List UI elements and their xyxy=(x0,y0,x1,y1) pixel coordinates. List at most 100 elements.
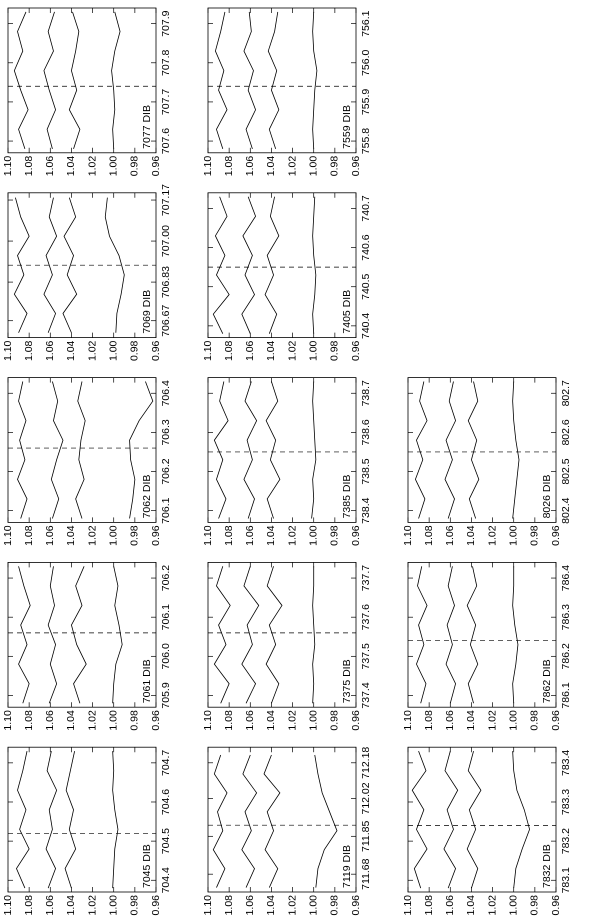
spectrum-trace xyxy=(311,381,317,519)
spectrum-trace xyxy=(411,750,428,889)
x-tick-label: 707.00 xyxy=(160,225,172,257)
y-tick-label: 0.98 xyxy=(329,895,341,916)
x-tick-label: 740.7 xyxy=(360,195,372,221)
panel-frame xyxy=(207,561,357,708)
y-tick-label: 1.04 xyxy=(65,156,77,177)
y-tick-label: 1.02 xyxy=(286,525,298,546)
spectrum-trace xyxy=(112,751,119,889)
y-tick-label: 1.02 xyxy=(486,710,498,731)
y-tick-label: 0.98 xyxy=(129,895,141,916)
x-tick-label: 738.7 xyxy=(360,380,372,406)
panel-frame xyxy=(207,7,357,154)
x-tick-label: 786.2 xyxy=(560,643,572,669)
y-tick-label: 1.10 xyxy=(202,340,214,361)
y-tick-label: 1.10 xyxy=(202,895,214,916)
panel-title: 7375 DIB xyxy=(341,659,353,703)
y-tick-label: 0.98 xyxy=(329,340,341,361)
x-tick-label: 783.1 xyxy=(560,867,572,893)
y-tick-label: 1.06 xyxy=(444,710,456,731)
spectrum-trace xyxy=(263,754,281,888)
panel-title: 7119 DIB xyxy=(341,845,353,888)
panel-title: 7862 DIB xyxy=(541,659,553,703)
y-tick-label: 1.04 xyxy=(65,710,77,731)
spectrum-trace xyxy=(71,566,87,704)
spectrum-trace xyxy=(43,197,58,333)
spectrum-trace xyxy=(243,381,258,519)
spectrum-trace xyxy=(129,381,154,519)
x-tick-label: 705.9 xyxy=(160,682,172,708)
y-tick-label: 1.00 xyxy=(107,156,119,177)
x-tick-label: 707.8 xyxy=(160,49,172,75)
x-tick-label: 706.83 xyxy=(160,266,172,298)
panel-title: 7077 DIB xyxy=(141,105,153,149)
y-tick-label: 1.04 xyxy=(265,525,277,546)
y-tick-label: 0.96 xyxy=(350,710,362,731)
x-tick-label: 706.1 xyxy=(160,604,172,630)
x-tick-label: 706.1 xyxy=(160,497,172,523)
y-tick-label: 1.00 xyxy=(107,895,119,916)
panel-frame xyxy=(407,746,557,893)
x-tick-label: 740.5 xyxy=(360,273,372,299)
panel-frame xyxy=(207,192,357,338)
y-tick-label: 0.96 xyxy=(350,525,362,546)
spectrum-trace xyxy=(18,566,31,704)
y-tick-label: 1.06 xyxy=(44,710,56,731)
y-tick-label: 0.98 xyxy=(529,525,541,546)
y-tick-label: 0.96 xyxy=(150,895,162,916)
y-tick-label: 0.98 xyxy=(129,525,141,546)
y-tick-label: 1.04 xyxy=(265,895,277,916)
x-tick-label: 783.2 xyxy=(560,828,572,854)
spectrum-trace xyxy=(212,754,228,888)
spectrum-trace xyxy=(312,196,317,334)
spectrum-trace xyxy=(241,566,260,704)
x-tick-label: 711.68 xyxy=(360,858,372,889)
spectrum-trace xyxy=(212,196,230,334)
x-tick-label: 707.9 xyxy=(160,10,172,36)
spectrum-trace xyxy=(50,381,64,519)
spectrum-trace xyxy=(512,566,519,704)
y-tick-label: 1.10 xyxy=(2,525,14,546)
y-tick-label: 1.08 xyxy=(423,895,435,916)
spectrum-trace xyxy=(444,381,457,519)
panel-frame xyxy=(407,561,557,708)
x-tick-label: 783.4 xyxy=(560,750,572,776)
x-tick-label: 737.5 xyxy=(360,643,372,669)
x-tick-label: 706.67 xyxy=(160,304,172,336)
y-tick-label: 1.06 xyxy=(244,340,256,361)
y-tick-label: 1.08 xyxy=(223,156,235,177)
y-tick-label: 0.96 xyxy=(150,156,162,177)
y-tick-label: 1.06 xyxy=(244,895,256,916)
y-tick-label: 1.08 xyxy=(223,895,235,916)
y-tick-label: 1.10 xyxy=(402,710,414,731)
y-tick-label: 0.98 xyxy=(129,156,141,177)
y-tick-label: 1.10 xyxy=(202,710,214,731)
y-tick-label: 1.08 xyxy=(23,525,35,546)
spectrum-trace xyxy=(241,754,258,888)
y-tick-label: 1.06 xyxy=(44,525,56,546)
y-tick-label: 1.00 xyxy=(107,710,119,731)
panel-frame xyxy=(7,746,157,893)
y-tick-label: 1.08 xyxy=(23,710,35,731)
y-tick-label: 1.06 xyxy=(44,340,56,361)
y-tick-label: 1.02 xyxy=(86,525,98,546)
panel-frame xyxy=(407,377,557,523)
panel-title: 7559 DIB xyxy=(341,105,353,149)
spectrum-trace xyxy=(64,751,77,889)
spectrum-trace xyxy=(312,11,318,149)
panel-frame xyxy=(207,746,357,893)
x-tick-label: 707.17 xyxy=(160,184,172,216)
y-tick-label: 0.96 xyxy=(350,340,362,361)
y-tick-label: 1.00 xyxy=(507,710,519,731)
y-tick-label: 1.10 xyxy=(402,895,414,916)
spectrum-trace xyxy=(243,11,257,150)
x-tick-label: 704.6 xyxy=(160,789,172,815)
y-tick-label: 1.04 xyxy=(265,340,277,361)
panel-title: 8026 DIB xyxy=(541,475,553,519)
spectrum-trace xyxy=(512,381,520,519)
y-tick-label: 1.02 xyxy=(286,156,298,177)
y-tick-label: 0.98 xyxy=(129,340,141,361)
y-tick-label: 1.04 xyxy=(265,710,277,731)
spectrum-trace xyxy=(241,196,257,334)
panel-title: 7069 DIB xyxy=(141,290,153,334)
x-tick-label: 707.7 xyxy=(160,89,172,115)
